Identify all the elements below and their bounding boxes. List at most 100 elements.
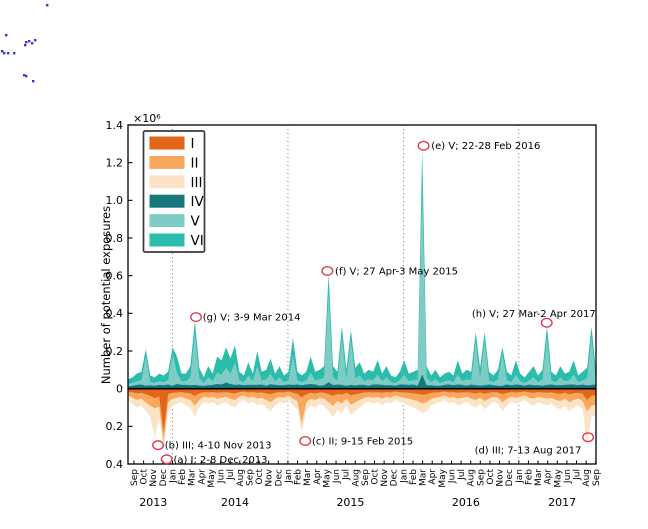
- month-tick-label: Nov: [149, 468, 159, 486]
- month-tick-label: Sep: [476, 469, 486, 486]
- month-tick-label: Oct: [486, 469, 496, 485]
- stray-dot: [28, 40, 31, 43]
- stray-dot: [25, 75, 28, 78]
- month-tick-label: Apr: [197, 469, 207, 485]
- annotation-b-label: (b) III; 4-10 Nov 2013: [165, 441, 272, 452]
- axes-frame: [127, 124, 597, 465]
- legend-swatch-II: [149, 155, 185, 169]
- month-tick-label: Aug: [582, 469, 592, 487]
- month-tick-label: Dec: [390, 469, 400, 486]
- legend-swatch-V: [149, 214, 185, 228]
- legend-swatch-VI: [149, 233, 185, 247]
- area-series-V: [128, 188, 596, 389]
- month-tick-label: Jul: [573, 469, 583, 481]
- stray-dot: [46, 4, 49, 7]
- annotation-h-label: (h) V; 27 Mar-2 Apr 2017: [472, 309, 596, 320]
- annotation-h-circle: [540, 317, 553, 328]
- month-tick-label: Mar: [534, 469, 544, 486]
- stray-dot: [24, 44, 27, 47]
- month-tick-label: Jul: [226, 469, 236, 481]
- month-tick-label: May: [553, 468, 563, 487]
- month-tick-label: Feb: [524, 469, 534, 485]
- area-series-II: [128, 388, 596, 442]
- year-label: 2015: [336, 496, 364, 509]
- stray-dot: [25, 41, 28, 44]
- month-tick-label: Oct: [371, 469, 381, 485]
- stray-dot: [3, 52, 6, 55]
- month-tick-label: Feb: [294, 469, 304, 485]
- stray-dot: [34, 39, 37, 42]
- y-tick-label: 0.4: [106, 307, 124, 320]
- stray-dot: [1, 50, 4, 53]
- month-tick-label: Sep: [245, 469, 255, 486]
- annotation-b-circle: [152, 440, 165, 451]
- y-tick-label: 1.0: [106, 194, 124, 207]
- legend-label-V: V: [191, 214, 201, 230]
- annotation-g-label: (g) V; 3-9 Mar 2014: [203, 313, 301, 324]
- annotation-c-label: (c) II; 9-15 Feb 2015: [312, 437, 413, 448]
- stray-dot: [7, 52, 10, 55]
- year-label: 2016: [452, 496, 480, 509]
- month-tick-label: May: [322, 468, 332, 487]
- year-label: 2014: [221, 496, 249, 509]
- legend-label-III: III: [191, 175, 203, 191]
- month-tick-label: Aug: [236, 469, 246, 487]
- month-tick-label: Feb: [409, 469, 419, 485]
- month-tick-label: Sep: [361, 469, 371, 486]
- stray-dot: [5, 34, 8, 37]
- month-tick-label: Jan: [168, 469, 178, 484]
- y-tick-label: 0.2: [106, 420, 124, 433]
- annotation-a-circle: [160, 454, 173, 465]
- y-tick-label: 1.2: [106, 156, 124, 169]
- annotation-e-label: (e) V; 22-28 Feb 2016: [431, 141, 540, 152]
- month-tick-label: Nov: [380, 468, 390, 486]
- annotation-g-circle: [190, 312, 203, 323]
- y-tick-label: 0.8: [106, 232, 124, 245]
- month-tick-label: Jan: [515, 469, 525, 484]
- month-tick-label: Oct: [140, 469, 150, 485]
- month-tick-label: Aug: [467, 469, 477, 487]
- annotation-d-circle: [582, 432, 595, 443]
- month-tick-label: Oct: [255, 469, 265, 485]
- y-axis-offset-label: ×10⁶: [133, 112, 161, 125]
- month-tick-label: Apr: [313, 469, 323, 485]
- month-tick-label: Nov: [265, 468, 275, 486]
- y-tick-label: 0.4: [106, 458, 124, 471]
- annotation-c-circle: [299, 436, 312, 447]
- month-tick-label: Jun: [217, 469, 227, 484]
- month-tick-label: May: [438, 468, 448, 487]
- annotation-d-label: (d) III; 7-13 Aug 2017: [475, 445, 582, 456]
- year-label: 2017: [548, 496, 576, 509]
- legend-label-I: I: [191, 136, 195, 152]
- month-tick-label: Jun: [447, 469, 457, 484]
- month-tick-label: Sep: [592, 469, 602, 486]
- year-label: 2013: [139, 496, 167, 509]
- month-tick-label: Jun: [332, 469, 342, 484]
- legend-swatch-III: [149, 175, 185, 189]
- month-tick-label: Apr: [428, 469, 438, 485]
- legend-label-II: II: [191, 155, 199, 171]
- month-tick-label: Jul: [457, 469, 467, 481]
- stray-dot: [23, 74, 26, 77]
- legend-label-VI: VI: [191, 233, 204, 249]
- annotation-a-label: (a) I; 2-8 Dec 2013: [173, 455, 267, 466]
- month-tick-label: Jan: [284, 469, 294, 484]
- month-tick-label: Nov: [496, 468, 506, 486]
- y-tick-label: 0.6: [106, 269, 124, 282]
- area-series-III: [128, 388, 596, 451]
- annotation-f-label: (f) V; 27 Apr-3 May 2015: [335, 266, 458, 277]
- month-tick-label: Jun: [563, 469, 573, 484]
- stray-dot: [31, 42, 34, 45]
- month-tick-label: Jul: [342, 469, 352, 481]
- annotation-e-circle: [417, 140, 430, 151]
- month-tick-label: Aug: [351, 469, 361, 487]
- month-tick-label: Sep: [130, 469, 140, 486]
- y-axis-label: Number of potential exposures: [99, 206, 113, 384]
- month-tick-label: May: [207, 468, 217, 487]
- stray-dot: [32, 80, 35, 83]
- annotation-f-circle: [321, 265, 334, 276]
- stray-dot: [13, 52, 16, 55]
- legend-swatch-I: [149, 136, 185, 150]
